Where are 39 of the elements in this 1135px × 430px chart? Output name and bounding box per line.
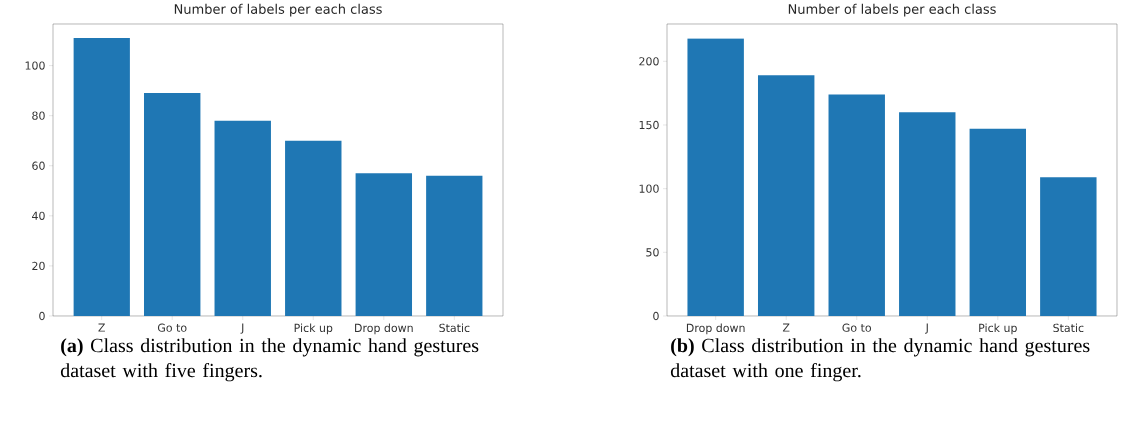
- y-tick-label: 20: [32, 261, 45, 271]
- bar: [687, 38, 744, 316]
- y-tick-label: 0: [39, 311, 45, 321]
- x-tick-label: Drop down: [355, 323, 413, 335]
- y-tick-label: 100: [25, 61, 45, 70]
- x-tick-label: Drop down: [686, 323, 745, 335]
- bar: [285, 140, 342, 316]
- x-tick-label: J: [925, 323, 928, 334]
- x-tick-label: Pick up: [294, 323, 333, 335]
- bar: [757, 75, 815, 316]
- y-tick-label: 60: [32, 161, 45, 170]
- x-tick-label: J: [240, 323, 244, 334]
- y-tick-label: 0: [653, 311, 659, 321]
- x-tick-label: Z: [98, 323, 105, 332]
- text: (b) Class distribution in the dynamic hand gestures dataset with one finger.: [670, 338, 1090, 382]
- x-tick-label: Static: [1053, 323, 1084, 333]
- x-tick-label: Go to: [842, 323, 872, 332]
- y-tick-label: 200: [639, 57, 659, 66]
- y-tick-label: 50: [646, 248, 659, 257]
- x-tick-label: Static: [439, 323, 470, 333]
- y-tick-label: 40: [32, 211, 45, 220]
- y-tick-label: 80: [32, 111, 45, 120]
- bar: [426, 175, 483, 316]
- y-tick-label: 100: [639, 184, 659, 193]
- bar: [969, 128, 1027, 316]
- bar: [144, 93, 201, 316]
- bar: [828, 94, 885, 316]
- chart-title: Number of labels per each class: [174, 3, 382, 17]
- chart-title: Number of labels per each class: [788, 3, 996, 17]
- bar: [899, 112, 956, 316]
- x-tick-label: Z: [782, 323, 790, 332]
- x-tick-label: Go to: [157, 323, 187, 332]
- bar: [73, 38, 130, 316]
- text: (a) Class distribution in the dynamic hand gestures dataset with five fingers.: [60, 338, 479, 382]
- bar: [355, 173, 413, 316]
- x-tick-label: Pick up: [979, 323, 1017, 335]
- y-tick-label: 150: [639, 120, 659, 130]
- bar: [1040, 177, 1097, 316]
- bar: [214, 120, 271, 316]
